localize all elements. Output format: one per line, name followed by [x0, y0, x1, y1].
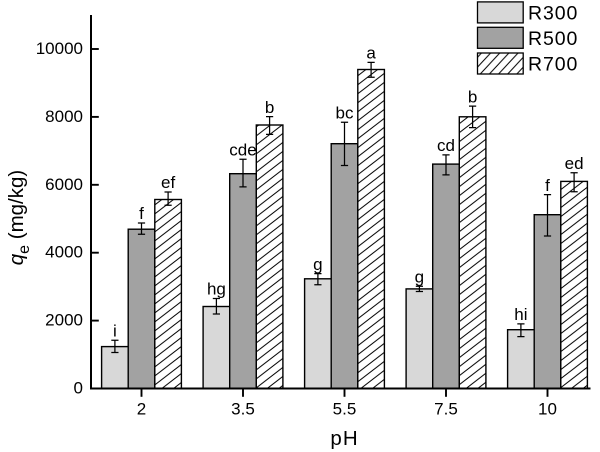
- svg-text:g: g: [415, 267, 424, 286]
- svg-text:hg: hg: [207, 280, 226, 299]
- svg-text:R300: R300: [528, 3, 578, 25]
- svg-text:R700: R700: [528, 54, 578, 76]
- svg-text:ef: ef: [161, 173, 175, 192]
- svg-text:f: f: [139, 204, 144, 223]
- svg-text:cd: cd: [437, 136, 455, 155]
- svg-text:ed: ed: [565, 154, 584, 173]
- svg-text:2000: 2000: [45, 311, 83, 330]
- svg-text:R500: R500: [528, 28, 578, 50]
- svg-text:10000: 10000: [36, 39, 83, 58]
- svg-text:3.5: 3.5: [231, 400, 255, 419]
- svg-text:qe (mg/kg): qe (mg/kg): [5, 170, 33, 266]
- svg-text:cde: cde: [229, 140, 256, 159]
- svg-text:7.5: 7.5: [434, 400, 458, 419]
- svg-text:a: a: [366, 44, 376, 63]
- svg-text:8000: 8000: [45, 107, 83, 126]
- svg-text:hi: hi: [514, 305, 527, 324]
- svg-text:0: 0: [74, 379, 83, 398]
- svg-text:b: b: [468, 87, 477, 106]
- svg-text:b: b: [265, 98, 274, 117]
- svg-text:f: f: [545, 176, 550, 195]
- svg-text:10: 10: [538, 400, 557, 419]
- svg-text:2: 2: [137, 400, 146, 419]
- svg-text:i: i: [113, 322, 117, 341]
- svg-text:5.5: 5.5: [333, 400, 357, 419]
- svg-text:bc: bc: [336, 104, 354, 123]
- svg-text:g: g: [313, 255, 322, 274]
- svg-text:4000: 4000: [45, 243, 83, 262]
- svg-text:6000: 6000: [45, 175, 83, 194]
- svg-text:pH: pH: [330, 427, 358, 450]
